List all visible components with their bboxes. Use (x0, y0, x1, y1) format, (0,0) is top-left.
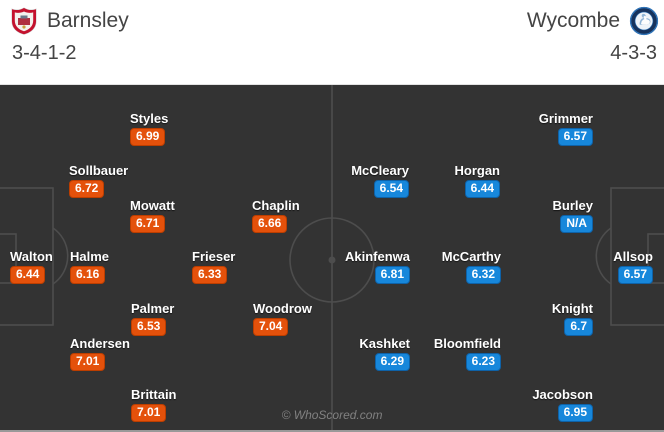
player-name: Woodrow (253, 301, 312, 316)
player-mccarthy[interactable]: McCarthy 6.32 (442, 249, 501, 284)
player-rating-badge: 7.01 (131, 404, 167, 422)
player-jacobson[interactable]: Jacobson 6.95 (532, 387, 593, 422)
player-rating-badge: 6.95 (557, 404, 593, 422)
player-rating-badge: 6.54 (373, 180, 409, 198)
player-rating-badge: 6.29 (374, 353, 410, 371)
player-name: Jacobson (532, 387, 593, 402)
player-name: Horgan (454, 163, 501, 178)
player-frieser[interactable]: Frieser 6.33 (192, 249, 235, 284)
home-formation: 3-4-1-2 (12, 42, 77, 64)
player-akinfenwa[interactable]: Akinfenwa 6.81 (345, 249, 410, 284)
player-name: Brittain (131, 387, 177, 402)
player-horgan[interactable]: Horgan 6.44 (454, 163, 501, 198)
player-rating-badge: 6.72 (69, 180, 105, 198)
player-name: Chaplin (252, 198, 300, 213)
player-allsop[interactable]: Allsop 6.57 (613, 249, 653, 284)
player-rating-badge: 6.57 (617, 266, 653, 284)
player-name: Sollbauer (69, 163, 129, 178)
player-rating-badge: 7.01 (70, 353, 106, 371)
player-brittain[interactable]: Brittain 7.01 (131, 387, 177, 422)
player-name: Mowatt (130, 198, 175, 213)
player-rating-badge: 6.44 (10, 266, 46, 284)
player-name: Walton (10, 249, 53, 264)
home-team-name[interactable]: Barnsley (47, 9, 129, 32)
match-header: Barnsley 3-4-1-2 Wycombe 4-3-3 (0, 0, 664, 84)
player-name: Allsop (613, 249, 653, 264)
player-rating-badge: 6.66 (252, 215, 288, 233)
player-sollbauer[interactable]: Sollbauer 6.72 (69, 163, 128, 198)
player-walton[interactable]: Walton 6.44 (10, 249, 53, 284)
player-rating-badge: 6.99 (130, 128, 166, 146)
player-rating-badge: 6.57 (557, 128, 593, 146)
player-rating-badge: 6.53 (131, 318, 167, 336)
away-formation: 4-3-3 (610, 42, 657, 64)
player-rating-badge: 7.04 (253, 318, 289, 336)
player-name: McCleary (351, 163, 409, 178)
player-rating-badge: 6.32 (465, 266, 501, 284)
player-rating-badge: 6.81 (374, 266, 410, 284)
home-team-block: Barnsley 3-4-1-2 (10, 6, 129, 65)
player-knight[interactable]: Knight 6.7 (552, 301, 593, 336)
player-kashket[interactable]: Kashket 6.29 (359, 336, 410, 371)
player-name: Akinfenwa (344, 249, 410, 264)
player-rating-badge: 6.33 (192, 266, 228, 284)
player-bloomfield[interactable]: Bloomfield 6.23 (434, 336, 501, 371)
bottom-edge (0, 430, 664, 432)
player-name: Bloomfield (433, 336, 501, 351)
player-name: Andersen (70, 336, 130, 351)
player-grimmer[interactable]: Grimmer 6.57 (539, 111, 593, 146)
player-name: Halme (70, 249, 110, 264)
player-andersen[interactable]: Andersen 7.01 (70, 336, 130, 371)
player-name: Palmer (131, 301, 175, 316)
player-name: Burley (552, 198, 593, 213)
barnsley-crest-icon[interactable] (10, 7, 38, 35)
player-name: Styles (130, 111, 169, 126)
wycombe-crest-icon[interactable] (629, 6, 659, 36)
player-rating-badge: N/A (560, 215, 593, 233)
pitch: © WhoScored.com Walton 6.44 Sollbauer 6.72 H… (0, 84, 664, 432)
player-woodrow[interactable]: Woodrow 7.04 (253, 301, 312, 336)
player-chaplin[interactable]: Chaplin 6.66 (252, 198, 300, 233)
away-team-block: Wycombe 4-3-3 (527, 6, 659, 65)
pitch-markings (0, 85, 664, 432)
player-name: Frieser (192, 249, 236, 264)
player-name: McCarthy (441, 249, 501, 264)
player-rating-badge: 6.23 (465, 353, 501, 371)
player-rating-badge: 6.44 (464, 180, 500, 198)
player-burley[interactable]: Burley N/A (553, 198, 593, 233)
player-rating-badge: 6.71 (130, 215, 166, 233)
player-name: Grimmer (538, 111, 593, 126)
player-rating-badge: 6.7 (564, 318, 593, 336)
player-styles[interactable]: Styles 6.99 (130, 111, 168, 146)
away-team-name[interactable]: Wycombe (526, 9, 620, 32)
player-name: Knight (551, 301, 593, 316)
player-halme[interactable]: Halme 6.16 (70, 249, 109, 284)
player-palmer[interactable]: Palmer 6.53 (131, 301, 174, 336)
player-mccleary[interactable]: McCleary 6.54 (351, 163, 409, 198)
player-name: Kashket (359, 336, 410, 351)
whoscored-watermark[interactable]: © WhoScored.com (281, 408, 383, 422)
player-rating-badge: 6.16 (70, 266, 106, 284)
player-mowatt[interactable]: Mowatt 6.71 (130, 198, 175, 233)
